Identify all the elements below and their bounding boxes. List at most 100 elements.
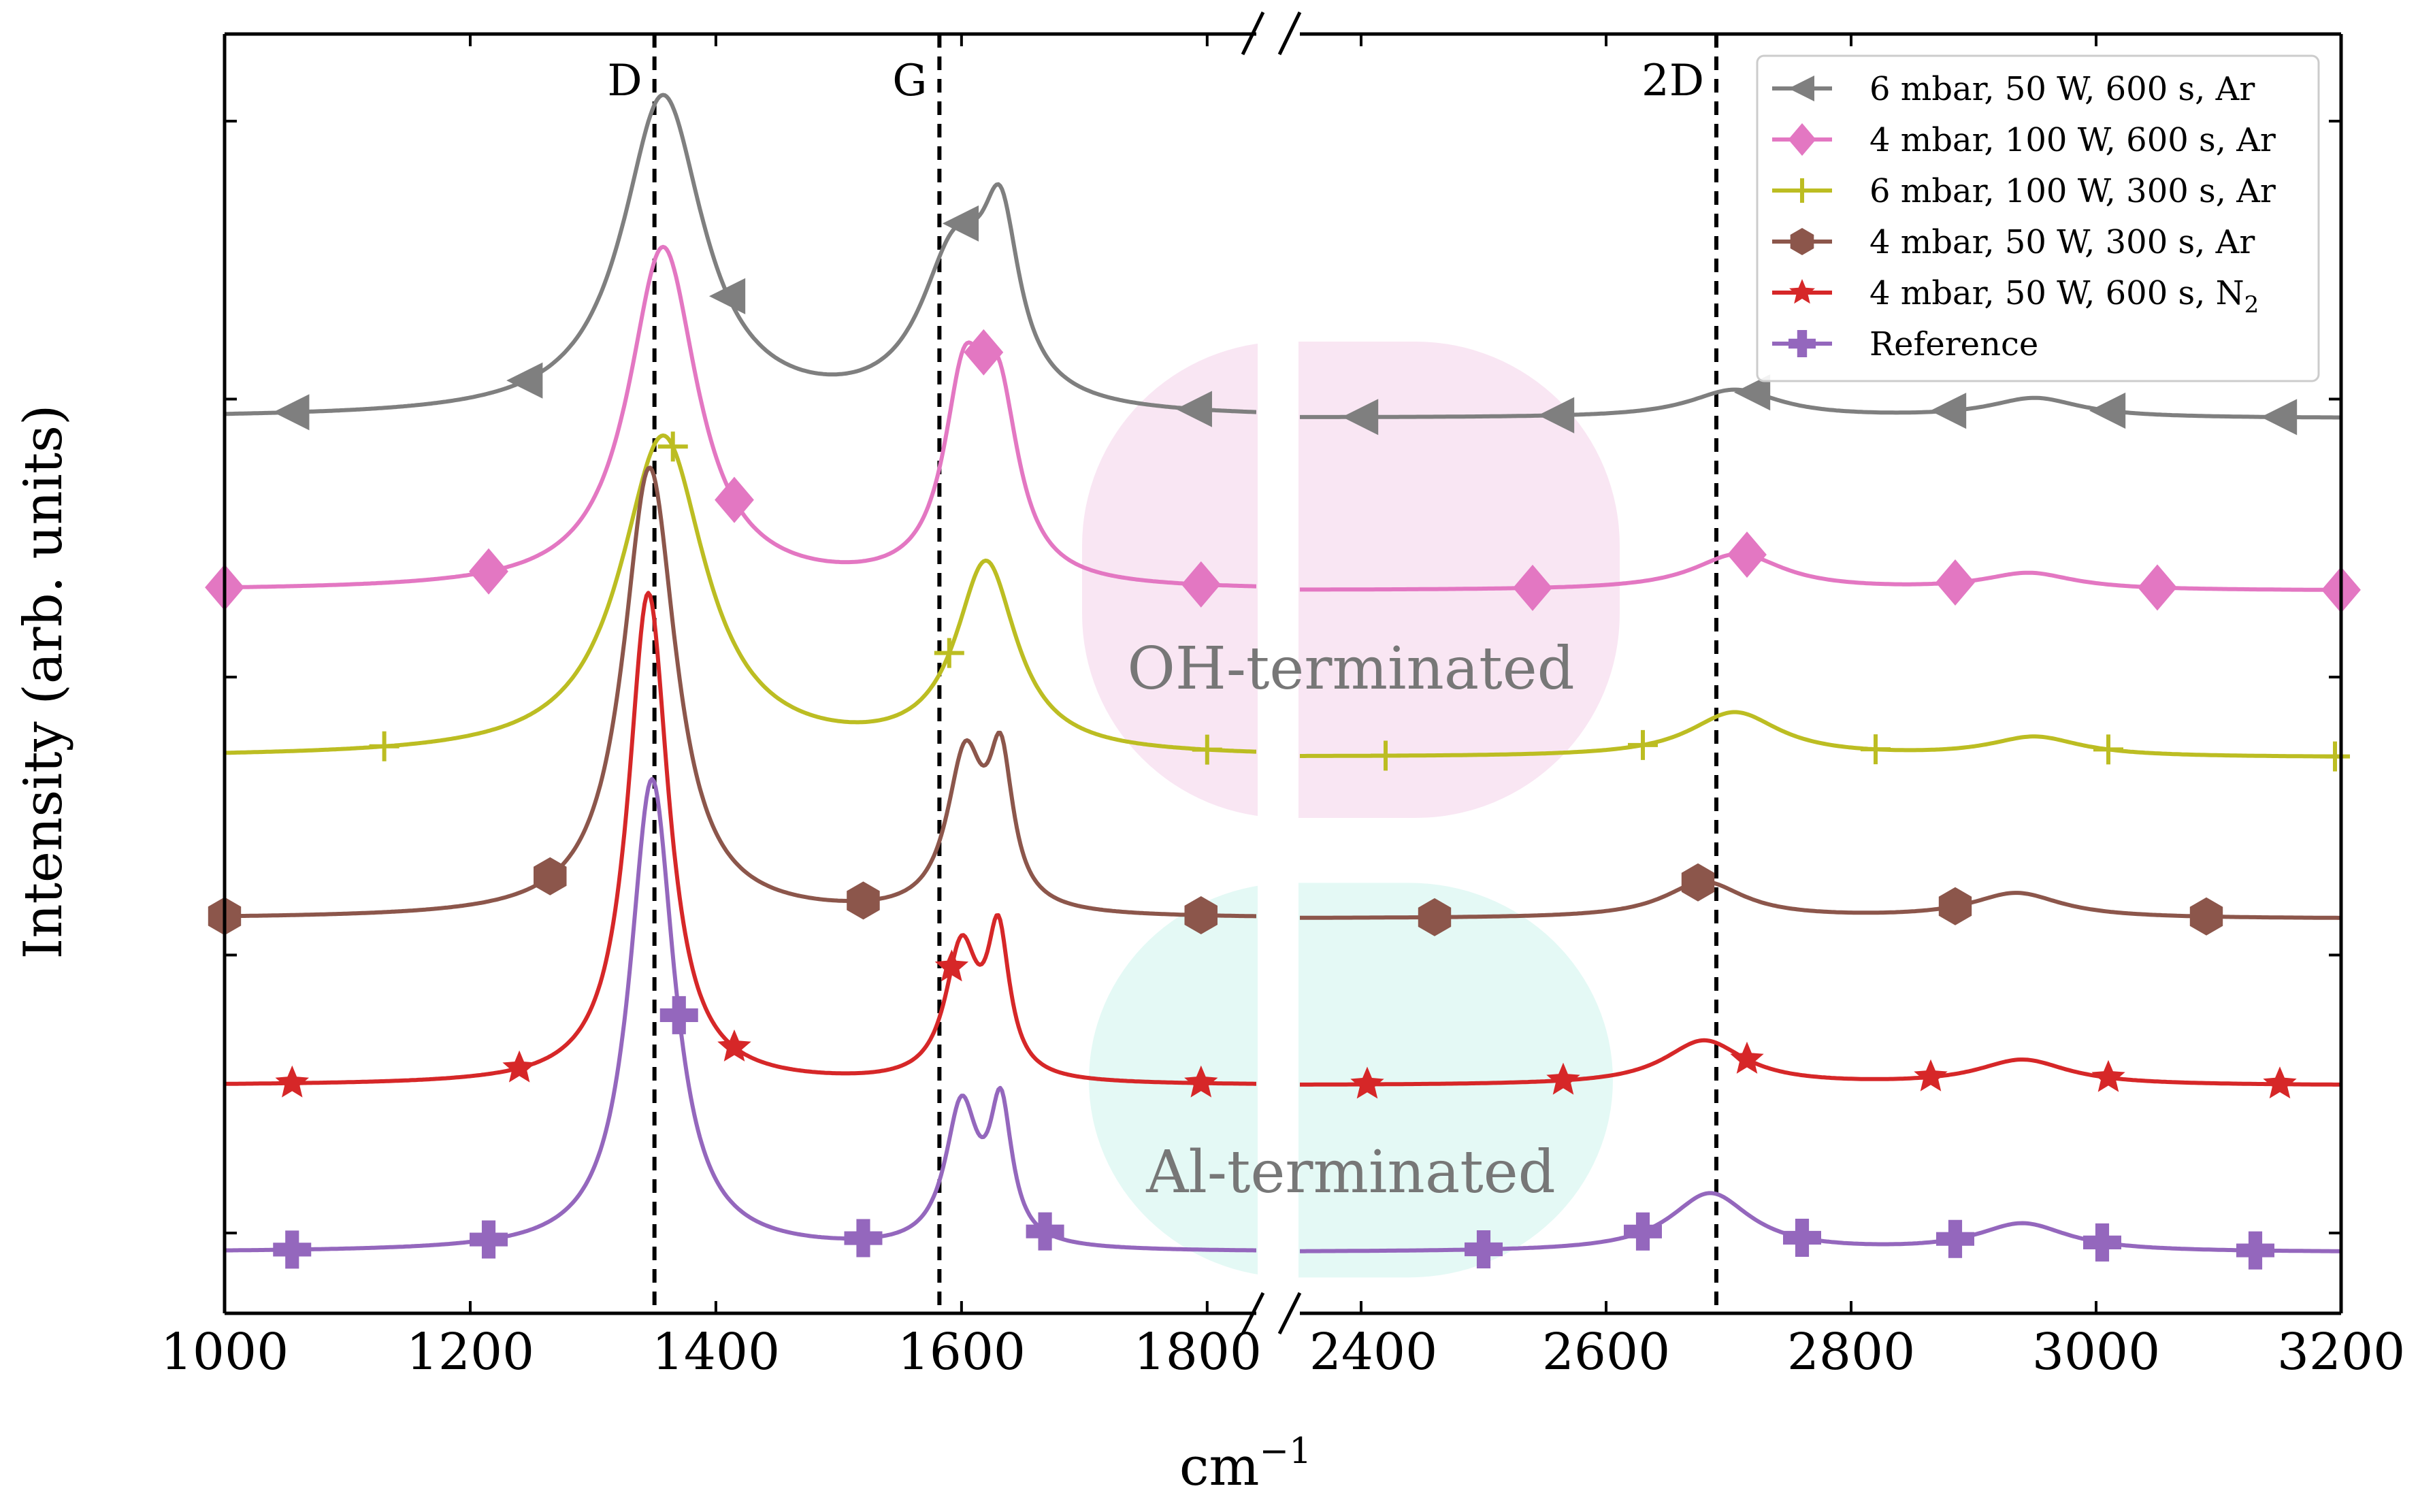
series-6-marker-8 (1783, 1218, 1821, 1257)
x-tick-label-1000: 1000 (161, 1323, 289, 1381)
series-3-marker-9 (2320, 741, 2350, 772)
series-1-marker-1 (273, 394, 310, 431)
series-1-marker-3 (708, 278, 746, 314)
series-1-line-left (225, 93, 1256, 416)
series-6-marker-11 (2236, 1231, 2274, 1270)
series-1-marker-7 (1538, 397, 1575, 433)
highlight-regions (1082, 342, 1620, 1278)
series-1-marker-5 (1175, 391, 1212, 427)
series-2-marker-2 (469, 548, 508, 595)
legend-item-5: 4 mbar, 50 W, 600 s, N2 (1772, 274, 2259, 318)
x-tick-label-1600: 1600 (898, 1323, 1026, 1381)
series-6-marker-9 (1936, 1219, 1974, 1258)
series-5-marker-4 (934, 949, 969, 982)
legend-item-6-label: Reference (1869, 325, 2038, 363)
legend-item-3-label: 6 mbar, 100 W, 300 s, Ar (1869, 172, 2276, 210)
legend-item-2-label: 4 mbar, 100 W, 600 s, Ar (1869, 121, 2276, 159)
series-5-marker-1 (275, 1065, 309, 1098)
series-4-line-right (1300, 879, 2341, 920)
peak-label-g: G (892, 56, 927, 106)
series-5-marker-5 (1184, 1065, 1218, 1098)
series-6-marker-4 (844, 1219, 883, 1258)
x-tick-label-3200: 3200 (2277, 1323, 2405, 1381)
series-5-line-right (1300, 1038, 2341, 1087)
series-6-marker-6 (1465, 1230, 1503, 1268)
series-6-line-left (225, 776, 1256, 1253)
region-al-terminated (1089, 883, 1613, 1278)
series-3-marker-8 (2093, 734, 2123, 765)
peak-label-d: D (607, 56, 642, 106)
series-4-marker-5 (1418, 898, 1452, 936)
series-4-marker-2 (534, 857, 567, 895)
x-tick-label-1800: 1800 (1134, 1323, 1262, 1381)
series-6-marker-10 (2083, 1223, 2121, 1262)
series-6-marker-7 (1624, 1212, 1662, 1251)
series-markers (205, 205, 2361, 1270)
region-oh-terminated (1082, 342, 1620, 819)
series-1-marker-9 (1930, 393, 1967, 429)
legend-item-2: 4 mbar, 100 W, 600 s, Ar (1772, 121, 2276, 159)
series-1-marker-4 (942, 205, 979, 242)
legend-item-1-label: 6 mbar, 50 W, 600 s, Ar (1869, 70, 2255, 108)
series-1-marker-6 (1342, 399, 1379, 435)
legend-item-1-marker (1788, 76, 1814, 101)
series-2-marker-8 (1935, 559, 1975, 606)
series-5-marker-7 (1546, 1062, 1580, 1095)
legend-item-5-label: 4 mbar, 50 W, 600 s, N2 (1869, 274, 2259, 318)
series-5-marker-3 (717, 1029, 751, 1062)
series-1-marker-8 (1734, 374, 1771, 411)
series-1-line-right (1300, 387, 2341, 420)
series-5-marker-9 (1914, 1059, 1948, 1091)
x-axis-title-exponent: −1 (1260, 1431, 1312, 1472)
series-3-marker-1 (369, 731, 399, 761)
x-tick-label-2400: 2400 (1309, 1323, 1437, 1381)
axis-break-gap (1241, 11, 1302, 1335)
series-2-marker-5 (1181, 561, 1221, 608)
x-tick-label-1400: 1400 (652, 1323, 780, 1381)
region-labels: OH-terminated Al-terminated (1127, 635, 1574, 1206)
series-3-marker-5 (1371, 740, 1401, 771)
series-4-marker-8 (2189, 897, 2223, 936)
series-5-marker-10 (2091, 1059, 2125, 1092)
series-3-marker-4 (1192, 734, 1222, 765)
break-slash-bottom-2 (1277, 1292, 1302, 1335)
series-3-line-right (1300, 710, 2341, 759)
series-4-marker-7 (1938, 887, 1972, 925)
axis-break-mask (1258, 27, 1298, 1319)
x-tick-label-1200: 1200 (406, 1323, 534, 1381)
legend-item-4: 4 mbar, 50 W, 300 s, Ar (1772, 223, 2255, 261)
legend: 6 mbar, 50 W, 600 s, Ar 4 mbar, 100 W, 60… (1756, 54, 2320, 382)
legend-item-4-marker (1790, 228, 1814, 255)
series-3-marker-2 (657, 431, 688, 462)
series-5-marker-6 (1350, 1066, 1384, 1099)
y-axis-title: Intensity (arb. units) (13, 405, 74, 959)
series-3-marker-3 (934, 638, 964, 668)
series-1-marker-11 (2261, 399, 2298, 435)
peak-label-2d: 2D (1641, 56, 1704, 106)
legend-item-5-marker (1789, 279, 1815, 304)
series-4-line-left (225, 465, 1256, 919)
legend-item-4-label: 4 mbar, 50 W, 300 s, Ar (1869, 223, 2255, 261)
series-3-marker-6 (1628, 729, 1658, 760)
x-axis-title-unit: cm (1179, 1436, 1260, 1498)
series-2-marker-3 (715, 476, 754, 523)
x-axis-title: cm−1 (1179, 1431, 1311, 1498)
legend-item-3-marker (1790, 178, 1814, 203)
series-5-marker-2 (502, 1050, 536, 1083)
series-2-marker-6 (1513, 564, 1552, 611)
x-tick-label-3000: 3000 (2032, 1323, 2160, 1381)
region-label-oh: OH-terminated (1127, 635, 1574, 703)
series-6-marker-2 (470, 1220, 508, 1259)
legend-box (1756, 54, 2320, 382)
x-tick-label-2600: 2600 (1542, 1323, 1670, 1381)
axis-ticks: 1000 1200 1400 1600 1800 2400 2600 2800 3000 3200 (161, 34, 2405, 1381)
legend-item-3: 6 mbar, 100 W, 300 s, Ar (1772, 172, 2276, 210)
series-4-marker-4 (1184, 896, 1218, 934)
series-2-marker-9 (2138, 564, 2177, 611)
x-tick-label-2800: 2800 (1787, 1323, 1915, 1381)
series-2-marker-7 (1727, 531, 1767, 578)
series-6-marker-1 (273, 1230, 312, 1269)
series-2-marker-4 (964, 329, 1004, 376)
legend-item-6: Reference (1772, 325, 2038, 363)
